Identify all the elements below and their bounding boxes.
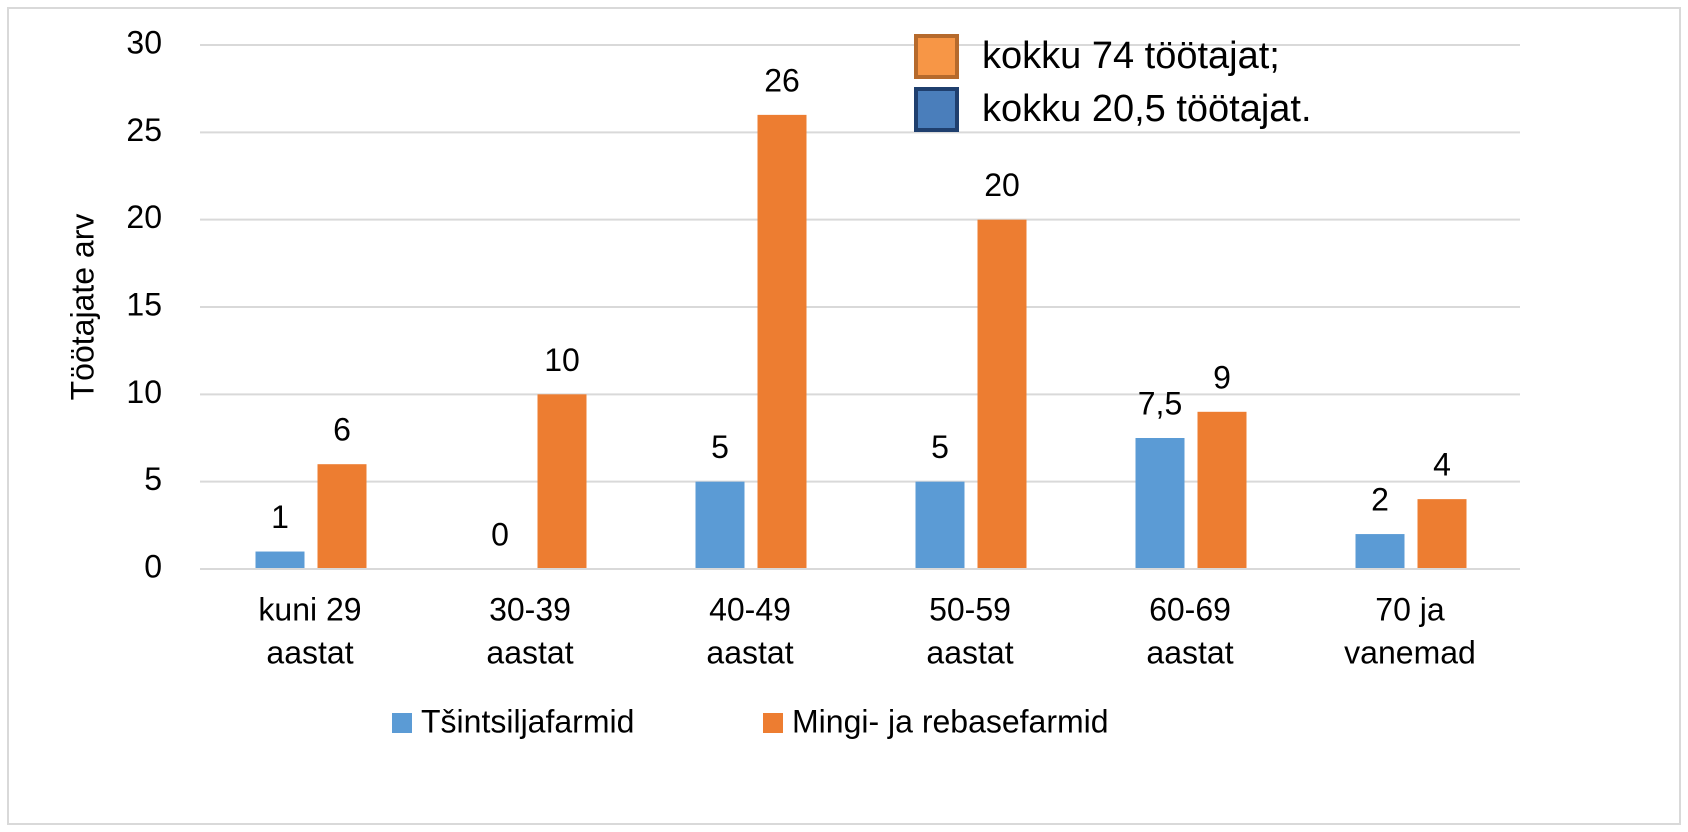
bar [1355,534,1405,569]
annotation-swatch [914,34,959,79]
bar [757,114,807,569]
x-tick-label: vanemad [1344,634,1476,670]
data-label: 5 [931,429,949,465]
x-tick-label: 60-69 [1149,591,1231,627]
legend-label: Mingi- ja rebasefarmid [792,703,1109,739]
bar [915,481,965,569]
data-label: 6 [333,412,351,448]
legend-swatch [763,713,783,733]
legend-swatch [392,713,412,733]
y-tick-label: 15 [126,286,162,322]
x-tick-label: 70 ja [1375,591,1445,627]
y-tick-label: 0 [144,548,162,584]
bar [255,551,305,569]
bar [537,394,587,569]
annotation-text: kokku 74 töötajat; [982,35,1280,77]
x-tick-label: kuni 29 [258,591,361,627]
bar [695,481,745,569]
data-label: 20 [984,167,1020,203]
y-tick-label: 5 [144,461,162,497]
bar [317,464,367,569]
bar [1197,411,1247,569]
x-tick-label: aastat [486,634,573,670]
x-tick-label: 40-49 [709,591,791,627]
y-tick-label: 10 [126,374,162,410]
x-tick-label: aastat [1146,634,1233,670]
y-axis-title: Töötajate arv [64,214,100,401]
y-tick-label: 20 [126,199,162,235]
y-tick-label: 25 [126,112,162,148]
bar [977,219,1027,569]
data-label: 5 [711,429,729,465]
x-tick-label: 50-59 [929,591,1011,627]
data-label: 10 [544,342,580,378]
x-tick-label: aastat [706,634,793,670]
data-label: 26 [764,62,800,98]
annotation-swatch [914,87,959,132]
data-label: 7,5 [1138,385,1182,421]
bar [1417,499,1467,569]
legend-label: Tšintsiljafarmid [421,703,634,739]
data-label: 0 [491,516,509,552]
data-label: 9 [1213,359,1231,395]
data-label: 2 [1371,482,1389,518]
x-tick-label: aastat [926,634,1013,670]
annotation-text: kokku 20,5 töötajat. [982,88,1312,130]
x-tick-label: aastat [266,634,353,670]
bar [1135,438,1185,569]
x-tick-label: 30-39 [489,591,571,627]
data-label: 1 [271,499,289,535]
data-label: 4 [1433,447,1451,483]
y-tick-label: 30 [126,24,162,60]
chart-frame [7,7,1681,825]
